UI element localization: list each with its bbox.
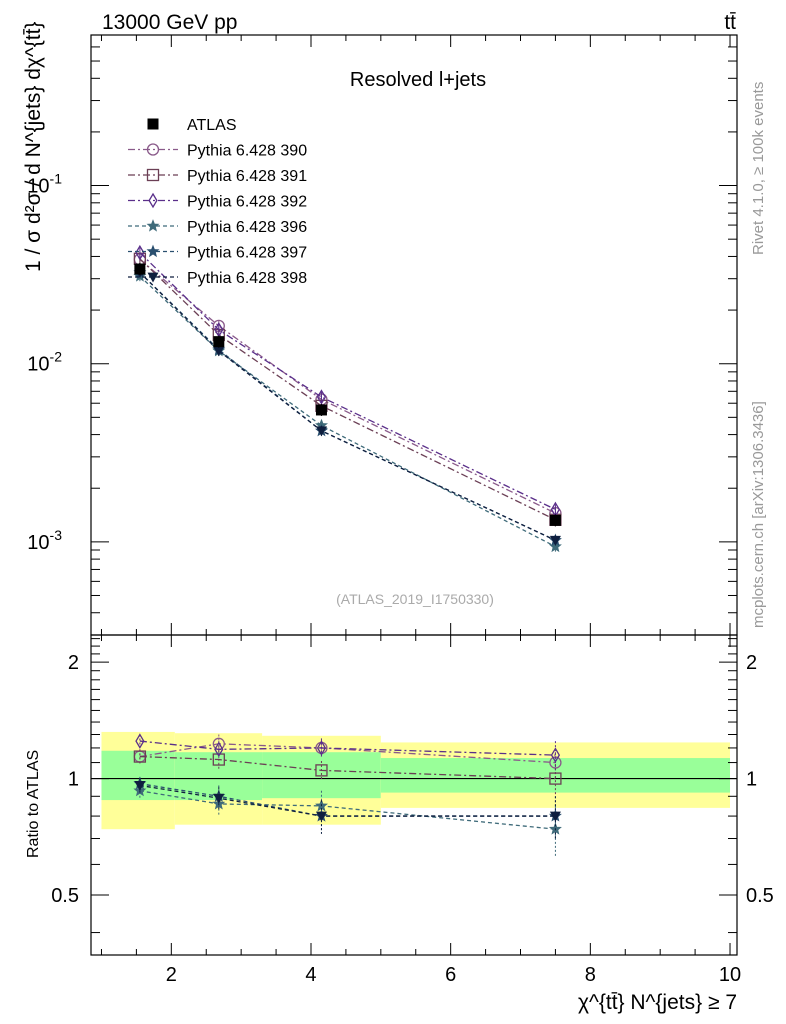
series-point-3 [548,539,562,553]
ratio-point-1 [549,772,562,785]
x-tick-label: 6 [445,964,456,986]
legend: ATLAS Pythia 6.428 390 Pythia 6.428 391 Pyt… [128,117,307,287]
atlas-point [549,514,561,526]
legend-marker-4 [146,244,160,258]
legend-label-4: Pythia 6.428 397 [187,245,307,262]
ratio-y-tick-label-right: 2 [746,652,757,674]
ratio-point-1 [315,764,328,777]
ratio-point-5 [213,793,225,804]
ratio-line-1 [139,755,556,780]
plot-title: Resolved l+jets [350,69,486,91]
x-tick-label: 8 [585,964,596,986]
ratio-point-0 [549,756,562,769]
legend-marker-1 [146,168,160,182]
x-tick-label: 2 [166,964,177,986]
series-point-5 [213,346,225,357]
series-point-5 [549,535,561,546]
legend-marker-5 [147,272,159,283]
band-inner [262,752,381,799]
side-text-mcplots: mcplots.cern.ch [arXiv:1306.3436] [750,401,767,628]
series-line-1 [139,258,556,521]
legend-label-atlas: ATLAS [187,117,237,134]
series-point-2 [316,389,327,405]
series-line-0 [139,258,556,514]
legend-marker-3 [146,219,160,232]
ratio-point-2 [214,741,224,758]
ratio-plot-frame [90,634,738,956]
ratio-point-1 [133,750,147,763]
ratio-y-tick-label-left: 0.5 [51,885,79,907]
legend-marker-atlas [147,118,159,130]
x-tick-label: 4 [305,964,316,986]
y-axis-label-main: 1 / σ d²σ / d N^{jets} dχ^{tt̄} [22,22,45,272]
legend-label-0: Pythia 6.428 390 [187,143,307,160]
atlas-point [315,404,327,416]
y-axis-label-ratio: Ratio to ATLAS [25,750,42,858]
ratio-point-2 [135,733,145,749]
y-tick-label: 10-2 [27,349,62,376]
ratio-y-tick-label-left: 2 [68,652,79,674]
legend-label-1: Pythia 6.428 391 [187,168,307,185]
ratio-line-0 [139,743,556,764]
series-point-2 [135,244,145,261]
ratio-point-5 [134,781,146,791]
x-axis-label: χ^{tt̄} N^{jets} ≥ 7 [578,991,737,1014]
ratio-y-tick-label-left: 1 [68,769,79,791]
atlas-point [213,336,225,348]
series-line-5 [139,272,556,541]
legend-marker-2 [148,192,158,209]
legend-label-5: Pythia 6.428 398 [187,270,307,287]
ratio-series [133,733,562,857]
ratio-line-5 [139,784,556,817]
legend-label-3: Pythia 6.428 396 [187,219,307,236]
header-energy-label: 13000 GeV pp [102,11,237,34]
header-process-label: tt̄ [724,11,736,34]
y-tick-label: 10-3 [27,527,62,554]
ratio-point-2 [550,747,561,763]
series-line-3 [139,275,556,548]
analysis-watermark: (ATLAS_2019_I1750330) [336,591,494,607]
ratio-point-2 [316,740,327,756]
x-tick-label: 10 [719,964,741,986]
band-inner [380,758,731,793]
atlas-point [134,263,146,275]
series-point-5 [315,426,327,437]
ratio-y-tick-label-right: 0.5 [746,885,774,907]
legend-marker-0 [146,143,160,156]
side-text-rivet: Rivet 4.1.0, ≥ 100k events [750,82,767,255]
ratio-y-tick-label-right: 1 [746,769,757,791]
series-line-2 [139,252,556,511]
ratio-point-5 [549,811,561,822]
ratio-point-5 [315,811,327,822]
legend-label-2: Pythia 6.428 392 [187,194,307,211]
main-series [133,244,562,553]
ratio-line-2 [139,740,556,756]
